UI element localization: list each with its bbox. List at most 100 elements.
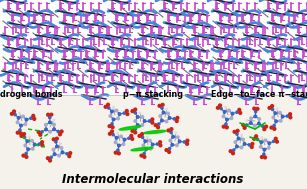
- Bar: [0, 0, 307, 95]
- Circle shape: [125, 112, 130, 116]
- Circle shape: [231, 112, 235, 116]
- Circle shape: [175, 143, 179, 147]
- Circle shape: [40, 140, 44, 144]
- Text: p−π stacking: p−π stacking: [123, 90, 183, 99]
- Circle shape: [55, 136, 59, 141]
- Circle shape: [117, 151, 121, 156]
- Circle shape: [140, 123, 144, 127]
- Circle shape: [157, 104, 161, 108]
- Circle shape: [122, 142, 126, 146]
- Circle shape: [231, 151, 235, 155]
- Circle shape: [263, 155, 267, 160]
- Circle shape: [168, 139, 172, 143]
- Circle shape: [274, 119, 278, 123]
- Circle shape: [110, 109, 114, 114]
- Circle shape: [32, 117, 36, 121]
- Circle shape: [116, 132, 119, 135]
- Circle shape: [60, 129, 64, 134]
- Circle shape: [224, 106, 227, 109]
- Circle shape: [175, 116, 180, 120]
- Circle shape: [52, 119, 55, 121]
- Circle shape: [223, 110, 227, 114]
- Circle shape: [52, 123, 56, 127]
- Circle shape: [168, 116, 172, 120]
- Circle shape: [171, 135, 175, 139]
- Circle shape: [255, 107, 260, 111]
- Circle shape: [149, 147, 153, 151]
- Circle shape: [225, 125, 229, 129]
- Circle shape: [227, 108, 231, 112]
- Circle shape: [161, 111, 165, 115]
- Circle shape: [216, 106, 220, 110]
- Circle shape: [253, 114, 257, 118]
- Circle shape: [239, 145, 243, 149]
- Circle shape: [133, 130, 137, 135]
- Circle shape: [247, 143, 251, 147]
- Circle shape: [168, 147, 171, 150]
- Circle shape: [138, 112, 142, 114]
- Circle shape: [229, 116, 233, 120]
- Circle shape: [222, 125, 226, 129]
- Circle shape: [10, 112, 14, 116]
- Circle shape: [29, 116, 33, 120]
- Circle shape: [23, 136, 26, 139]
- Circle shape: [52, 152, 56, 156]
- Circle shape: [165, 108, 168, 111]
- Circle shape: [257, 122, 261, 126]
- Circle shape: [52, 148, 56, 152]
- Circle shape: [278, 111, 282, 115]
- Circle shape: [260, 155, 264, 159]
- Circle shape: [243, 126, 247, 130]
- Circle shape: [264, 125, 268, 129]
- Circle shape: [225, 118, 229, 122]
- Circle shape: [25, 139, 29, 143]
- Circle shape: [111, 125, 115, 129]
- Circle shape: [167, 150, 171, 154]
- Circle shape: [176, 135, 180, 139]
- Circle shape: [21, 115, 25, 119]
- Circle shape: [148, 119, 151, 123]
- Circle shape: [164, 148, 169, 152]
- Bar: [0, 95, 307, 189]
- Circle shape: [23, 122, 27, 126]
- Circle shape: [264, 138, 268, 142]
- Circle shape: [288, 112, 292, 116]
- Circle shape: [65, 152, 69, 156]
- Circle shape: [46, 113, 50, 117]
- Circle shape: [156, 142, 159, 146]
- Circle shape: [178, 139, 182, 143]
- Circle shape: [185, 142, 189, 146]
- Circle shape: [267, 106, 272, 110]
- Circle shape: [174, 132, 177, 134]
- Circle shape: [108, 132, 112, 136]
- Text: Intermolecular interactions: Intermolecular interactions: [62, 173, 244, 186]
- Circle shape: [175, 119, 179, 123]
- Circle shape: [28, 136, 31, 139]
- Circle shape: [107, 106, 111, 110]
- Circle shape: [58, 132, 62, 136]
- Circle shape: [40, 143, 45, 147]
- Circle shape: [154, 123, 158, 127]
- Circle shape: [134, 111, 137, 115]
- Circle shape: [107, 124, 112, 128]
- Circle shape: [57, 153, 61, 158]
- Circle shape: [67, 154, 72, 158]
- Circle shape: [48, 120, 52, 124]
- Circle shape: [169, 131, 173, 134]
- Circle shape: [141, 143, 145, 147]
- Circle shape: [252, 137, 256, 141]
- Circle shape: [137, 134, 142, 138]
- Circle shape: [219, 107, 223, 110]
- Circle shape: [12, 109, 16, 114]
- Circle shape: [272, 124, 276, 127]
- Circle shape: [136, 115, 140, 119]
- Circle shape: [30, 139, 34, 143]
- Circle shape: [274, 137, 278, 141]
- Circle shape: [271, 115, 275, 119]
- Circle shape: [143, 139, 147, 143]
- Circle shape: [141, 136, 144, 139]
- Circle shape: [281, 115, 285, 119]
- Circle shape: [130, 129, 134, 133]
- Circle shape: [31, 114, 35, 118]
- Circle shape: [253, 124, 257, 128]
